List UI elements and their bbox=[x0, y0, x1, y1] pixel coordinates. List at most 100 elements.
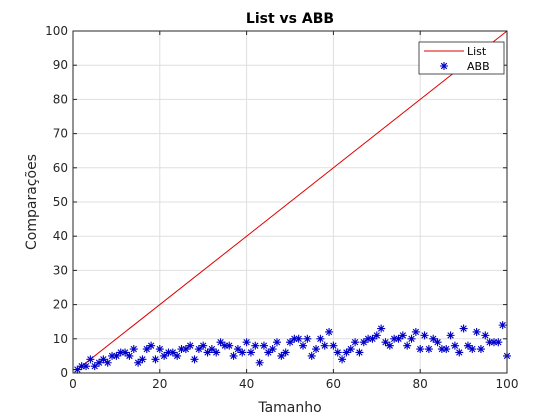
y-tick-label: 60 bbox=[53, 161, 68, 175]
abb-point bbox=[255, 358, 264, 367]
abb-point bbox=[433, 338, 442, 347]
series-layer bbox=[73, 30, 511, 374]
grid bbox=[72, 30, 508, 374]
abb-point bbox=[316, 334, 325, 343]
abb-point bbox=[246, 348, 255, 357]
abb-point bbox=[372, 331, 381, 340]
abb-point bbox=[472, 327, 481, 336]
abb-point bbox=[346, 345, 355, 354]
abb-point bbox=[498, 321, 507, 330]
abb-point bbox=[411, 327, 420, 336]
y-tick-label: 90 bbox=[53, 58, 68, 72]
abb-point bbox=[355, 348, 364, 357]
abb-point bbox=[485, 338, 494, 347]
abb-point bbox=[494, 338, 503, 347]
abb-point bbox=[194, 345, 203, 354]
abb-point bbox=[390, 334, 399, 343]
abb-point bbox=[394, 334, 403, 343]
abb-point bbox=[420, 331, 429, 340]
abb-point bbox=[134, 358, 143, 367]
abb-point bbox=[381, 338, 390, 347]
abb-point bbox=[320, 341, 329, 350]
abb-point bbox=[116, 348, 125, 357]
y-axis-label: Comparações bbox=[24, 154, 40, 250]
abb-point bbox=[177, 345, 186, 354]
y-tick-label: 30 bbox=[53, 263, 68, 277]
abb-point bbox=[468, 345, 477, 354]
abb-point bbox=[155, 345, 164, 354]
abb-point bbox=[77, 362, 86, 371]
abb-point bbox=[325, 327, 334, 336]
abb-point bbox=[251, 341, 260, 350]
abb-point bbox=[173, 351, 182, 360]
abb-point bbox=[207, 345, 216, 354]
abb-point bbox=[481, 331, 490, 340]
series-list-line bbox=[77, 30, 508, 370]
abb-point bbox=[364, 334, 373, 343]
abb-point bbox=[268, 345, 277, 354]
abb-point bbox=[142, 345, 151, 354]
abb-point bbox=[203, 348, 212, 357]
abb-point bbox=[90, 362, 99, 371]
abb-point bbox=[359, 338, 368, 347]
x-tick-label: 20 bbox=[152, 377, 167, 391]
abb-point bbox=[429, 334, 438, 343]
abb-point bbox=[398, 331, 407, 340]
legend-list-label: List bbox=[467, 45, 487, 58]
y-tick-label: 40 bbox=[53, 229, 68, 243]
abb-point bbox=[229, 351, 238, 360]
y-tick-label: 70 bbox=[53, 127, 68, 141]
abb-point bbox=[455, 348, 464, 357]
abb-point bbox=[281, 348, 290, 357]
abb-point bbox=[199, 341, 208, 350]
abb-point bbox=[164, 348, 173, 357]
abb-point bbox=[338, 355, 347, 364]
abb-point bbox=[407, 334, 416, 343]
abb-point bbox=[82, 362, 91, 371]
abb-point bbox=[416, 345, 425, 354]
abb-point bbox=[290, 334, 299, 343]
abb-point bbox=[216, 338, 225, 347]
abb-point bbox=[233, 345, 242, 354]
abb-point bbox=[73, 365, 82, 374]
abb-point bbox=[186, 341, 195, 350]
y-tick-label: 10 bbox=[53, 332, 68, 346]
abb-point bbox=[403, 341, 412, 350]
y-tick-label: 20 bbox=[53, 298, 68, 312]
abb-point bbox=[190, 355, 199, 364]
abb-point bbox=[95, 358, 104, 367]
x-tick-label: 0 bbox=[69, 377, 77, 391]
y-tick-label: 80 bbox=[53, 92, 68, 106]
abb-point bbox=[121, 348, 130, 357]
abb-point bbox=[259, 341, 268, 350]
abb-point bbox=[312, 345, 321, 354]
abb-point bbox=[168, 348, 177, 357]
abb-point bbox=[463, 341, 472, 350]
y-tick-label: 0 bbox=[60, 366, 68, 380]
abb-point bbox=[125, 351, 134, 360]
legend-box bbox=[418, 41, 505, 75]
abb-point bbox=[147, 341, 156, 350]
abb-point bbox=[351, 338, 360, 347]
x-tick-label: 80 bbox=[413, 377, 428, 391]
x-axis-label: Tamanho bbox=[257, 400, 321, 416]
abb-point bbox=[151, 355, 160, 364]
abb-point bbox=[385, 341, 394, 350]
abb-point bbox=[459, 324, 468, 333]
x-tick-label: 60 bbox=[326, 377, 341, 391]
abb-point bbox=[307, 351, 316, 360]
ticks: 0 20 40 60 80 100 0 10 20 30 40 50 60 70 80 90 100 bbox=[45, 24, 518, 391]
abb-point bbox=[242, 338, 251, 347]
abb-point bbox=[277, 351, 286, 360]
abb-point bbox=[333, 348, 342, 357]
abb-point bbox=[108, 351, 117, 360]
abb-point bbox=[489, 338, 498, 347]
abb-point bbox=[86, 355, 95, 364]
x-tick-label: 40 bbox=[239, 377, 254, 391]
abb-point bbox=[299, 341, 308, 350]
abb-point bbox=[160, 351, 169, 360]
abb-point bbox=[437, 345, 446, 354]
abb-point bbox=[212, 348, 221, 357]
abb-point bbox=[181, 345, 190, 354]
abb-point bbox=[225, 341, 234, 350]
